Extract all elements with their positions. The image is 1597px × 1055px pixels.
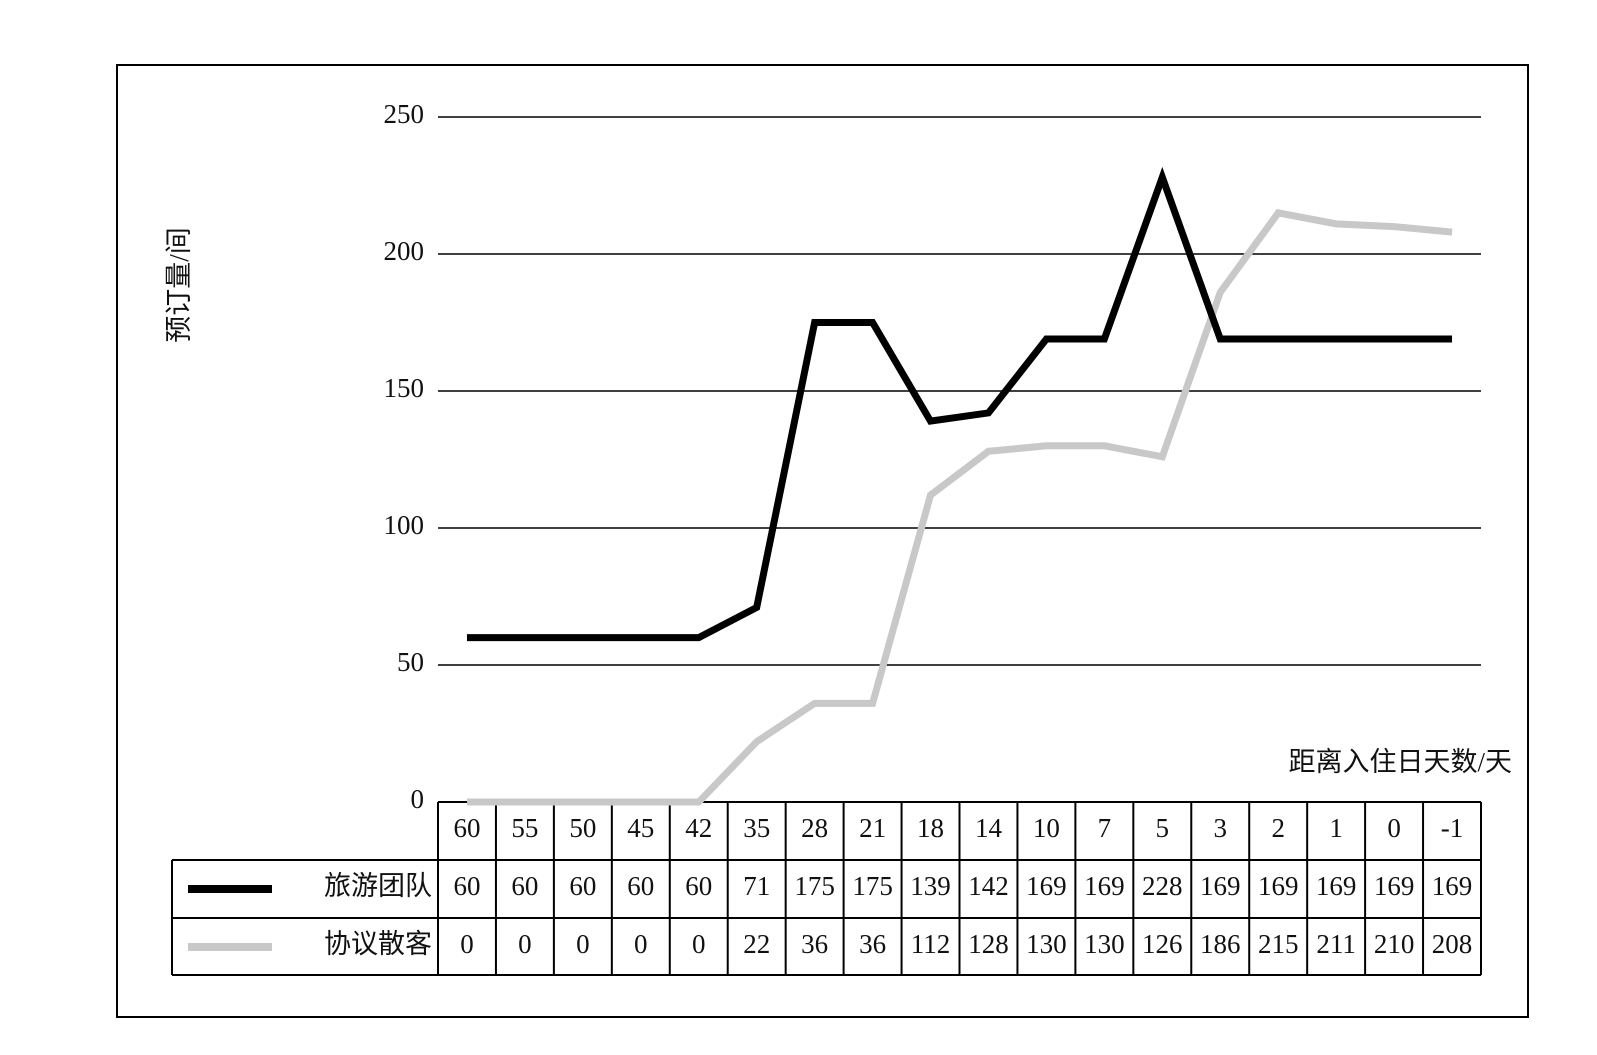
- x-tick-label: 55: [511, 813, 538, 843]
- table-value: 112: [911, 929, 951, 959]
- x-tick-label: 42: [685, 813, 712, 843]
- table-value: 142: [968, 871, 1009, 901]
- x-tick-label: 28: [801, 813, 828, 843]
- table-value: 0: [634, 929, 648, 959]
- table-value: 0: [460, 929, 474, 959]
- x-tick-label: 7: [1098, 813, 1112, 843]
- x-tick-label: 5: [1156, 813, 1170, 843]
- x-tick-label: 21: [859, 813, 886, 843]
- y-tick-label: 0: [411, 784, 425, 814]
- x-tick-label: 60: [453, 813, 480, 843]
- table-value: 208: [1432, 929, 1473, 959]
- table-value: 60: [453, 871, 480, 901]
- x-tick-label: -1: [1441, 813, 1464, 843]
- table-value: 139: [910, 871, 951, 901]
- table-value: 0: [576, 929, 590, 959]
- x-tick-label: 0: [1387, 813, 1401, 843]
- x-tick-label: 2: [1271, 813, 1285, 843]
- table-value: 60: [569, 871, 596, 901]
- table-value: 228: [1142, 871, 1183, 901]
- x-tick-label: 50: [569, 813, 596, 843]
- table-value: 169: [1026, 871, 1067, 901]
- legend-label: 旅游团队: [324, 871, 432, 901]
- table-value: 130: [1084, 929, 1125, 959]
- series-line: [466, 166, 1453, 642]
- y-tick-label: 250: [384, 99, 425, 129]
- y-tick-label: 200: [384, 236, 425, 266]
- table-value: 210: [1374, 929, 1415, 959]
- y-tick-label: 150: [384, 373, 425, 403]
- x-tick-label: 18: [917, 813, 944, 843]
- table-value: 169: [1432, 871, 1473, 901]
- table-value: 0: [692, 929, 706, 959]
- table-value: 36: [859, 929, 886, 959]
- y-tick-label: 50: [397, 647, 424, 677]
- table-value: 0: [518, 929, 532, 959]
- table-value: 211: [1316, 929, 1356, 959]
- table-value: 186: [1200, 929, 1241, 959]
- table-value: 60: [685, 871, 712, 901]
- table-value: 169: [1200, 871, 1241, 901]
- table-value: 36: [801, 929, 828, 959]
- x-tick-label: 10: [1033, 813, 1060, 843]
- table-value: 215: [1258, 929, 1299, 959]
- x-tick-label: 3: [1214, 813, 1228, 843]
- x-tick-label: 14: [975, 813, 1003, 843]
- table-value: 60: [511, 871, 538, 901]
- table-value: 128: [968, 929, 1009, 959]
- table-value: 169: [1084, 871, 1125, 901]
- x-axis-label: 距离入住日天数/天: [1288, 747, 1512, 777]
- y-tick-label: 100: [384, 510, 425, 540]
- table-value: 60: [627, 871, 654, 901]
- table-value: 22: [743, 929, 770, 959]
- table-value: 169: [1374, 871, 1415, 901]
- table-value: 126: [1142, 929, 1183, 959]
- table-value: 130: [1026, 929, 1067, 959]
- legend-label: 协议散客: [324, 929, 432, 959]
- series-line: [466, 209, 1453, 806]
- table-value: 169: [1258, 871, 1299, 901]
- table-value: 175: [852, 871, 893, 901]
- table-value: 175: [794, 871, 835, 901]
- x-tick-label: 1: [1329, 813, 1343, 843]
- table-value: 71: [743, 871, 770, 901]
- x-tick-label: 35: [743, 813, 770, 843]
- y-axis-label: 预订量/间: [164, 227, 194, 343]
- frame: [116, 64, 1529, 1018]
- table-value: 169: [1316, 871, 1357, 901]
- x-tick-label: 45: [627, 813, 654, 843]
